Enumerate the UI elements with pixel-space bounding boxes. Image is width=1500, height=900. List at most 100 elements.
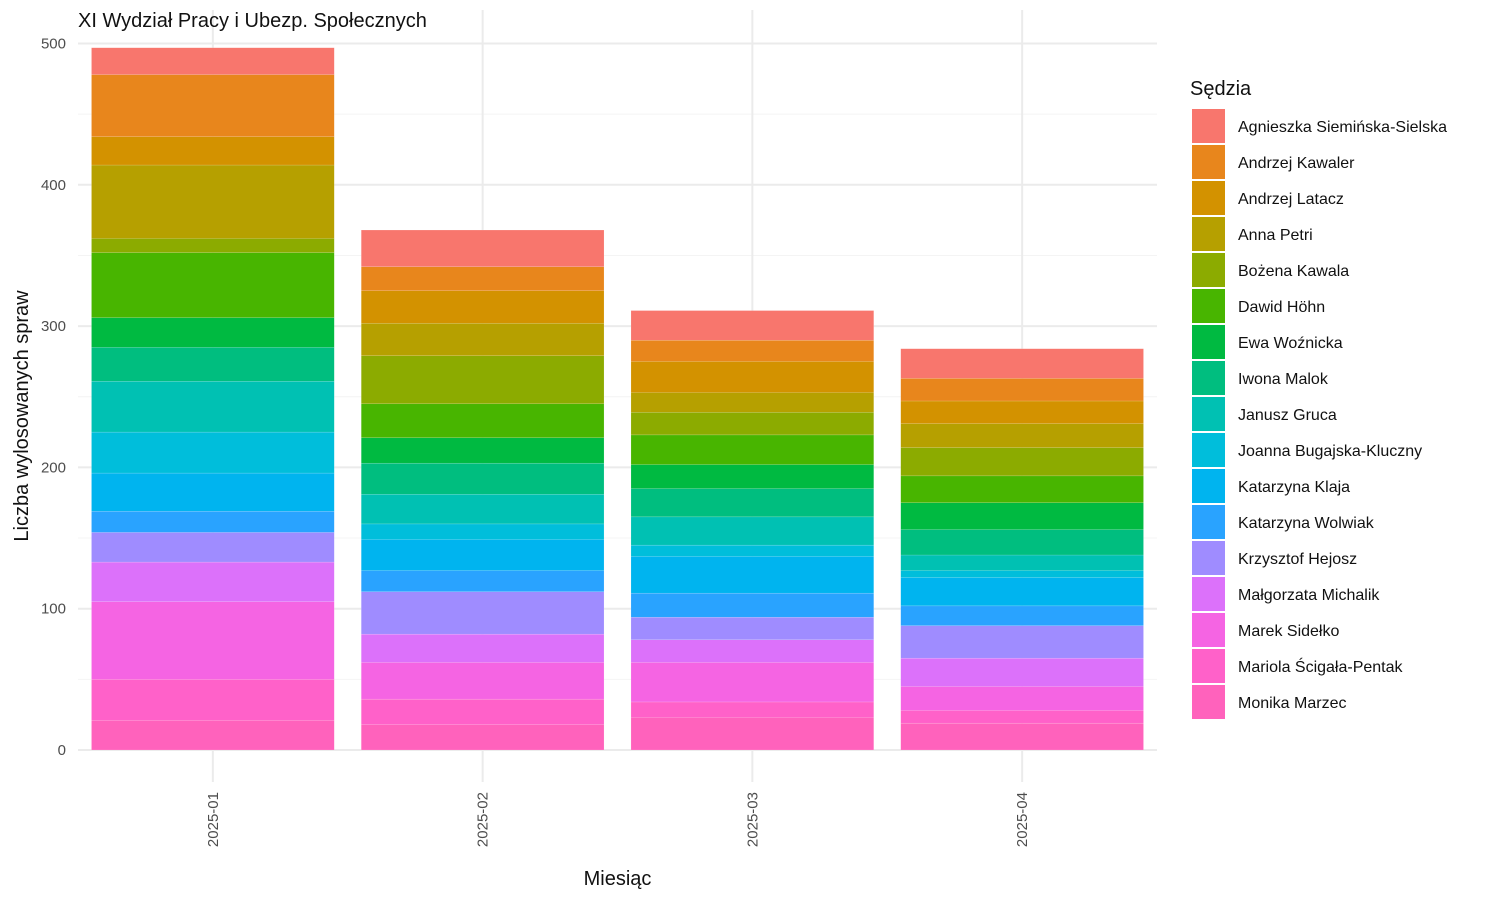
legend-swatch (1192, 397, 1225, 431)
legend-swatch (1192, 649, 1225, 683)
chart-title: XI Wydział Pracy i Ubezp. Społecznych (78, 10, 427, 32)
bar-segment (630, 544, 874, 557)
bar-segment (900, 475, 1144, 503)
legend-swatch (1192, 685, 1225, 719)
legend-swatch (1192, 469, 1225, 503)
bar-segment (91, 252, 335, 318)
bar-segment (361, 633, 605, 663)
bar-segment (361, 266, 605, 291)
bar-segment (900, 625, 1144, 659)
bar-segment (900, 686, 1144, 711)
bar-segment (361, 437, 605, 464)
legend-swatch (1192, 253, 1225, 287)
x-axis-title: Miesiąc (584, 868, 652, 890)
legend-swatch (1192, 505, 1225, 539)
bar-segment (91, 601, 335, 680)
bar-segment (630, 556, 874, 594)
x-tick-label: 2025-04 (1014, 792, 1031, 847)
bar-segment (630, 340, 874, 362)
y-axis-title: Liczba wylosowanych spraw (11, 290, 33, 542)
legend-label: Joanna Bugajska-Kluczny (1238, 443, 1422, 460)
bars (91, 47, 1144, 751)
bar-segment (900, 554, 1144, 571)
bar-segment (361, 290, 605, 324)
bar-segment (630, 717, 874, 751)
bar-segment (361, 591, 605, 635)
bar-segment (630, 412, 874, 436)
bar-segment (91, 561, 335, 602)
legend-swatch (1192, 541, 1225, 575)
bar-segment (361, 570, 605, 592)
bar-segment (630, 662, 874, 703)
legend-label: Andrzej Kawaler (1238, 155, 1355, 172)
bar-segment (91, 74, 335, 137)
y-tick-label: 200 (41, 459, 66, 476)
legend-swatch (1192, 577, 1225, 611)
bar-segment (900, 722, 1144, 751)
legend-label: Monika Marzec (1238, 695, 1346, 712)
legend-swatch (1192, 325, 1225, 359)
bar-segment (900, 577, 1144, 607)
bar-segment (91, 164, 335, 239)
bar-segment (361, 724, 605, 751)
legend-label: Janusz Gruca (1238, 407, 1337, 424)
bar-segment (630, 488, 874, 518)
legend-label: Katarzyna Wolwiak (1238, 515, 1375, 532)
bar-segment (900, 605, 1144, 626)
bar-segment (91, 679, 335, 721)
bar-segment (91, 431, 335, 474)
bar-segment (91, 511, 335, 533)
y-axis-ticks: 0 100 200 300 400 500 (41, 36, 66, 760)
bar-segment (630, 310, 874, 341)
legend-label: Iwona Malok (1238, 371, 1329, 388)
y-tick-label: 500 (41, 36, 66, 53)
bar-segment (900, 400, 1144, 424)
legend-label: Katarzyna Klaja (1238, 479, 1350, 496)
bar-segment (91, 317, 335, 348)
bar-segment (630, 434, 874, 465)
bar-segment (630, 516, 874, 546)
legend-swatch (1192, 289, 1225, 323)
bar-segment (630, 392, 874, 413)
bar-segment (91, 136, 335, 166)
bar-segment (361, 355, 605, 405)
legend-label: Bożena Kawala (1238, 263, 1349, 280)
legend-label: Dawid Höhn (1238, 299, 1325, 316)
y-tick-label: 0 (58, 742, 66, 759)
bar-segment (900, 570, 1144, 578)
bar-segment (361, 698, 605, 725)
legend-swatch (1192, 145, 1225, 179)
legend-swatch (1192, 109, 1225, 143)
bar-segment (900, 423, 1144, 448)
bar-segment (361, 229, 605, 267)
bar-segment (361, 403, 605, 438)
bar-segment (900, 378, 1144, 402)
bar-segment (630, 592, 874, 618)
legend-swatch (1192, 217, 1225, 251)
bar-segment (630, 361, 874, 393)
bar-segment (91, 532, 335, 563)
bar-segment (361, 462, 605, 495)
bar-segment (630, 639, 874, 663)
bar-segment (900, 348, 1144, 379)
legend-label: Marek Sidełko (1238, 623, 1339, 640)
bar-segment (900, 529, 1144, 556)
bar-segment (91, 347, 335, 382)
legend-label: Anna Petri (1238, 227, 1313, 244)
bar-segment (900, 447, 1144, 477)
bar-segment (630, 464, 874, 489)
bar-segment (361, 494, 605, 525)
bar-segment (900, 657, 1144, 687)
x-tick-label: 2025-01 (205, 792, 222, 847)
legend-swatch (1192, 361, 1225, 395)
bar-segment (630, 701, 874, 718)
x-tick-label: 2025-02 (475, 792, 492, 847)
legend: Sędzia Agnieszka Siemińska-Sielska Andrze… (1190, 78, 1447, 719)
x-axis-ticks: 2025-01 2025-02 2025-03 2025-04 (205, 792, 1031, 847)
bar-segment (91, 472, 335, 512)
bar-segment (91, 381, 335, 433)
legend-title: Sędzia (1190, 78, 1252, 100)
legend-swatch (1192, 613, 1225, 647)
bar-segment (630, 616, 874, 640)
